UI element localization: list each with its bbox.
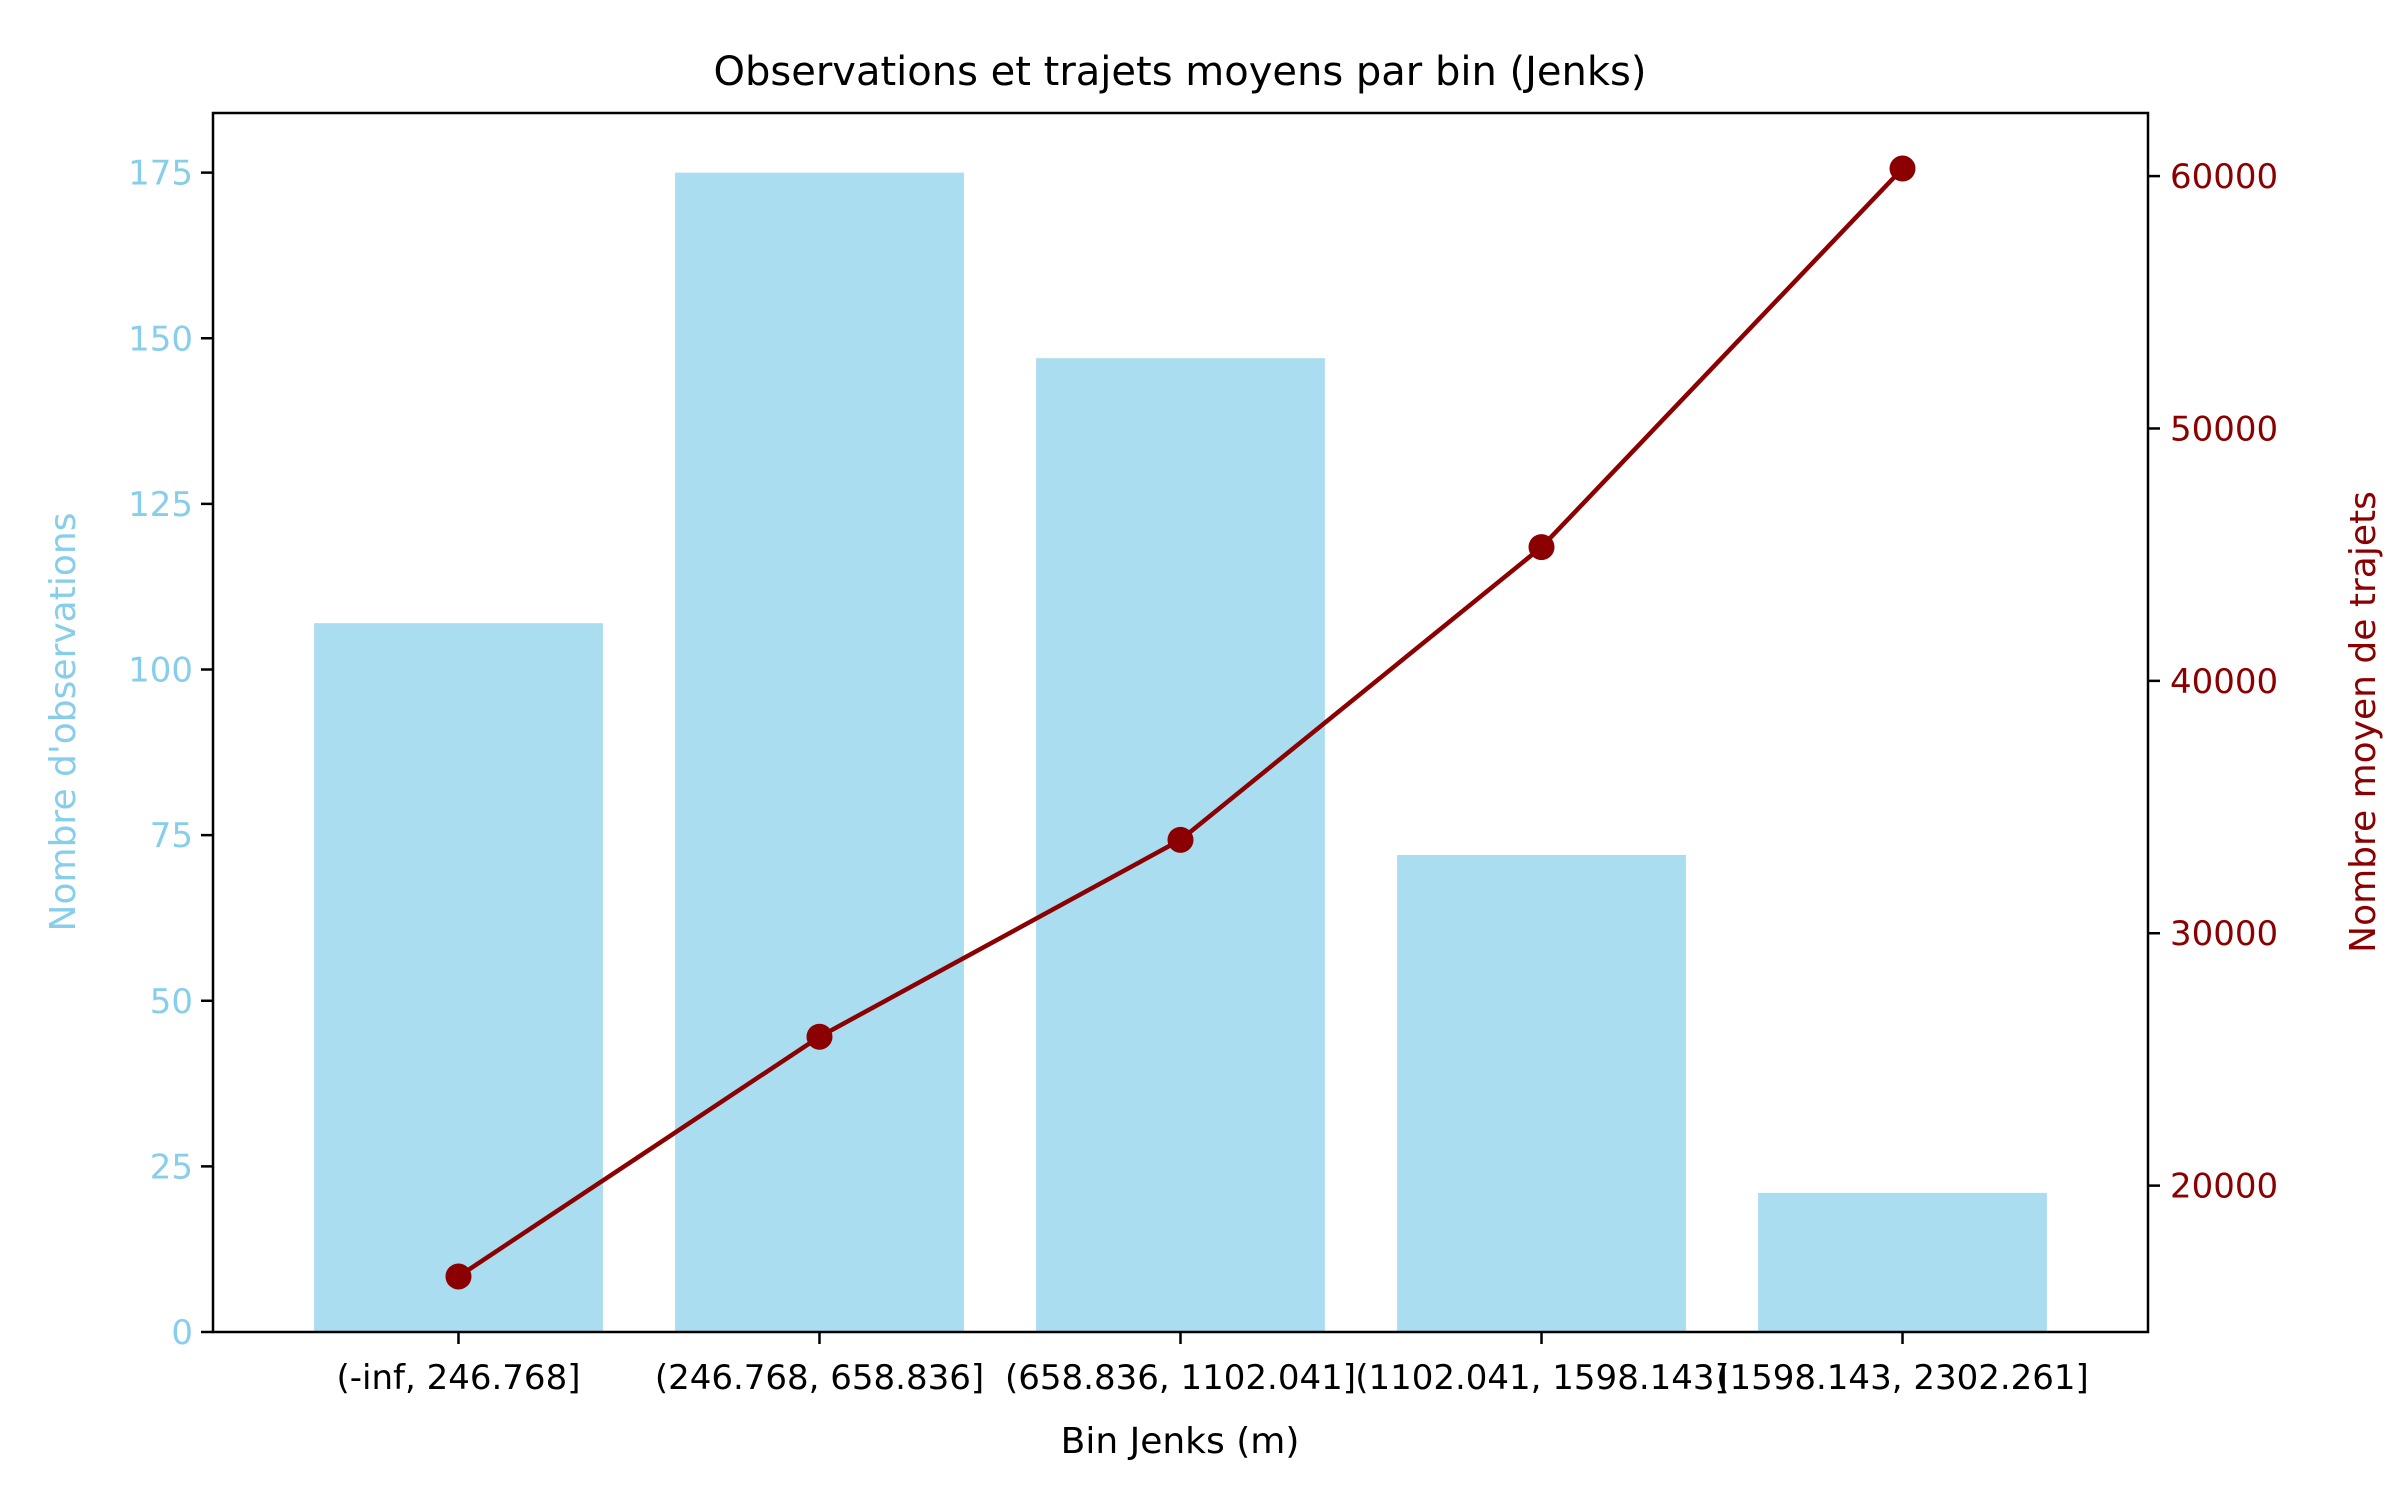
right-tick-label: 40000 [2170,662,2278,702]
left-axis-label: Nombre d'observations [43,513,84,932]
left-tick-label: 150 [128,319,193,359]
line-point [1889,155,1916,182]
bar [1397,855,1686,1332]
x-tick-label: (-inf, 246.768] [336,1358,580,1398]
right-tick-label: 60000 [2170,157,2278,197]
left-tick-label: 0 [171,1313,193,1353]
x-axis-label: Bin Jenks (m) [1061,1421,1300,1462]
line-point [445,1263,472,1290]
right-tick-label: 30000 [2170,914,2278,954]
x-tick-label: (1598.143, 2302.261] [1716,1358,2089,1398]
line-series [445,155,1916,1290]
chart-title: Observations et trajets moyens par bin (… [714,49,1647,95]
right-tick-label: 50000 [2170,409,2278,449]
left-tick-label: 75 [150,816,193,856]
bar [1758,1192,2047,1332]
line-point [1167,826,1194,853]
x-tick-label: (658.836, 1102.041] [1005,1358,1356,1398]
right-tick-label: 20000 [2170,1167,2278,1207]
right-axis-ticks: 20000 30000 40000 50000 60000 [2148,157,2278,1207]
right-axis-label: Nombre moyen de trajets [2343,491,2384,953]
bar-series [314,172,2047,1332]
line-point [806,1023,833,1050]
left-tick-label: 100 [128,651,193,691]
x-axis-ticks: (-inf, 246.768] (246.768, 658.836] (658.83… [336,1332,2089,1398]
x-tick-label: (246.768, 658.836] [655,1358,984,1398]
left-tick-label: 25 [150,1147,193,1187]
left-tick-label: 125 [128,485,193,525]
left-tick-label: 50 [150,982,193,1022]
line-point [1528,534,1555,561]
left-axis-ticks: 0 25 50 75 100 125 150 175 [128,154,213,1353]
x-tick-label: (1102.041, 1598.143] [1355,1358,1728,1398]
left-tick-label: 175 [128,154,193,194]
bar [314,623,603,1332]
bar [675,172,964,1332]
